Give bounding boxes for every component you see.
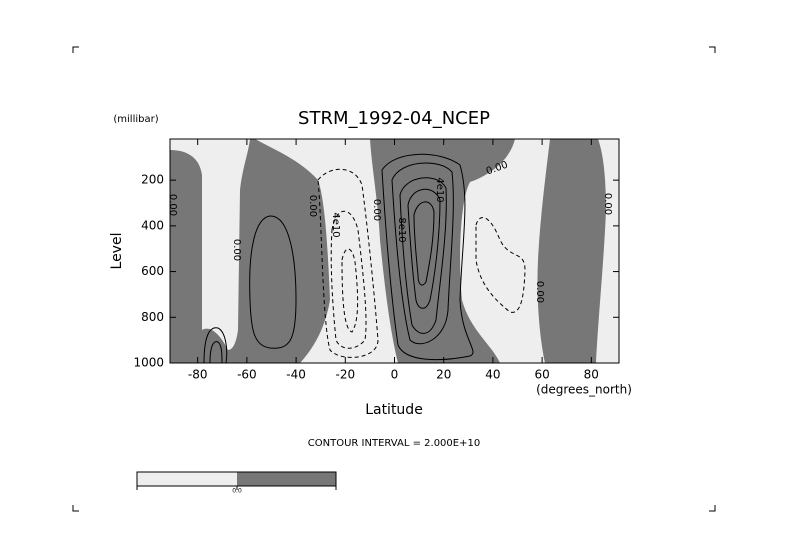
contour-lines: [203, 153, 526, 364]
contour-label: 0.00: [167, 194, 178, 216]
contour-label: 0.00: [307, 195, 318, 217]
contour-labels: 0.00 0.00 0.00 4e10 0.00 8e10 4e10 0.00 …: [167, 159, 613, 303]
colorbar-ticks: [136, 486, 337, 490]
y-tick-label: 800: [141, 310, 164, 324]
colorbar: 0.0: [136, 471, 337, 495]
y-tick-label: 200: [141, 173, 164, 187]
contour-label: 4e10: [434, 177, 445, 202]
y-tick-label: 600: [141, 264, 164, 278]
x-tick-label: 20: [436, 368, 451, 382]
contour-interval: CONTOUR INTERVAL = 2.000E+10: [308, 438, 480, 449]
plot-area: 0.00 0.00 0.00 4e10 0.00 8e10 4e10 0.00 …: [167, 138, 620, 364]
x-tick-label: -60: [237, 368, 257, 382]
x-tick-label: 40: [485, 368, 500, 382]
y-tick-label: 1000: [133, 356, 164, 370]
x-label: Latitude: [365, 402, 423, 418]
colorbar-label: 0.0: [232, 488, 242, 495]
contour-label: 0.00: [534, 281, 545, 303]
corner-marks: [72, 46, 716, 512]
contour-label: 4e10: [330, 212, 341, 237]
x-tick-label: -80: [188, 368, 208, 382]
contour-label: 0.00: [602, 193, 613, 215]
colorbar-low: [137, 472, 237, 486]
contour-label: 8e10: [396, 217, 407, 242]
chart-title: STRM_1992-04_NCEP: [298, 108, 490, 129]
contour-label: 0.00: [231, 239, 242, 261]
x-tick-label: 60: [534, 368, 549, 382]
y-tick-label: 400: [141, 218, 164, 232]
x-units: (degrees_north): [536, 383, 632, 397]
x-tick-label: -20: [335, 368, 355, 382]
x-tick-label: 80: [584, 368, 599, 382]
contour-label: 0.00: [371, 199, 382, 221]
y-label: Level: [109, 233, 125, 270]
colorbar-high: [237, 472, 336, 486]
y-units: (millibar): [113, 114, 158, 125]
x-tick-label: -40: [286, 368, 306, 382]
x-tick-label: 0: [391, 368, 399, 382]
low-regions: [170, 139, 619, 363]
